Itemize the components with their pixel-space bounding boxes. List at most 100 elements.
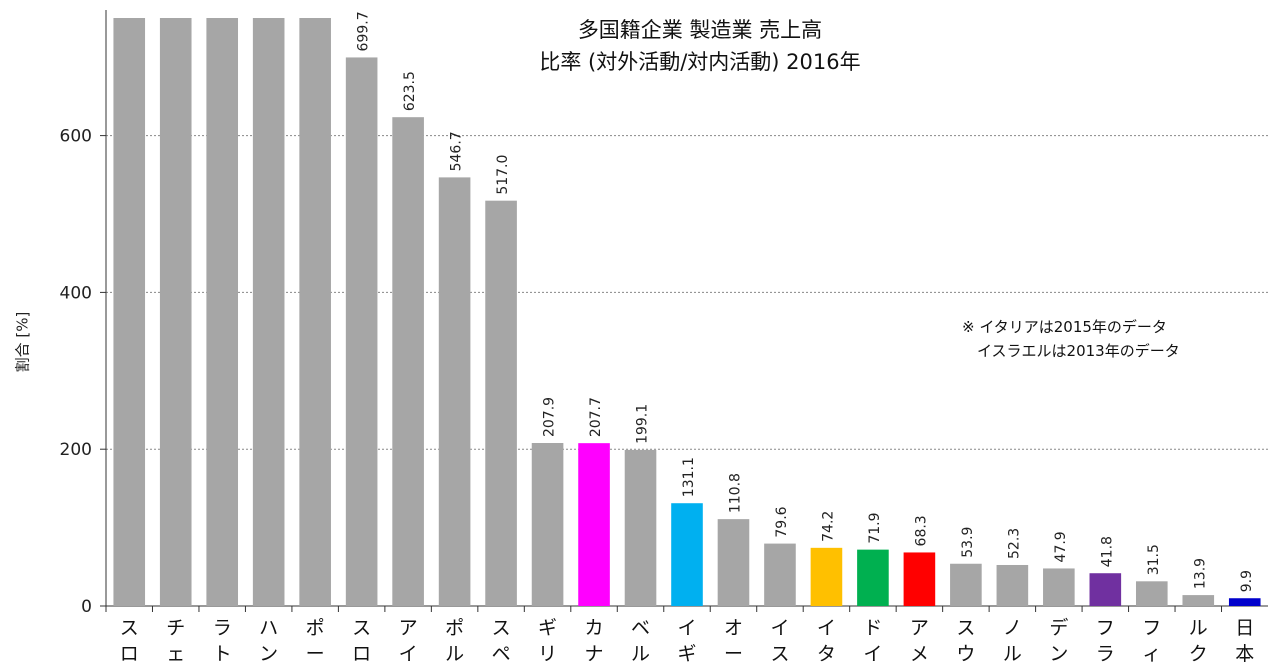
x-tick-label: ア <box>910 617 929 639</box>
bar <box>857 549 889 606</box>
x-tick-label: ナ <box>585 643 604 665</box>
x-tick-label: ラ <box>213 617 232 639</box>
x-tick-label: デ <box>1049 617 1068 639</box>
x-tick-label: イ <box>399 643 418 665</box>
x-tick-label: カ <box>585 617 604 639</box>
x-tick-label: 本 <box>1235 643 1254 665</box>
bar <box>1135 581 1168 606</box>
x-tick-label: イ <box>770 617 789 639</box>
data-label: 31.5 <box>1146 544 1162 575</box>
y-axis-label: 割合 [%] <box>13 311 32 373</box>
bar <box>159 18 192 606</box>
x-tick-label: イ <box>817 617 836 639</box>
bar <box>438 177 471 606</box>
x-tick-label: ド <box>863 617 882 639</box>
x-tick-label: ル <box>631 643 650 665</box>
data-label: 110.8 <box>727 473 743 513</box>
x-tick-label: ロ <box>120 643 139 665</box>
x-tick-label: ス <box>956 617 975 639</box>
x-tick-label: ル <box>445 643 464 665</box>
x-tick-label: ベ <box>631 617 650 639</box>
bar <box>206 18 239 606</box>
x-tick-label: ロ <box>352 643 371 665</box>
x-tick-label: ハ <box>259 617 278 639</box>
x-tick-label: ス <box>120 617 139 639</box>
x-tick-label: ポ <box>306 617 325 639</box>
x-tick-label: ク <box>1189 643 1208 665</box>
bar <box>485 200 517 606</box>
x-tick-label: イ <box>677 617 696 639</box>
note-line-1: ※ イタリアは2015年のデータ <box>962 318 1167 336</box>
data-label: 699.7 <box>356 11 372 51</box>
data-label: 9.9 <box>1239 570 1255 592</box>
chart-title: 多国籍企業 製造業 売上高 <box>577 18 823 42</box>
bar <box>252 18 285 606</box>
data-label: 13.9 <box>1192 558 1208 589</box>
data-label: 53.9 <box>960 527 976 558</box>
data-label: 79.6 <box>774 506 790 537</box>
note-line-2: イスラエルは2013年のデータ <box>962 342 1180 360</box>
data-label: 199.1 <box>635 404 651 444</box>
y-tick-label: 0 <box>81 597 92 617</box>
bar <box>671 503 703 606</box>
bar <box>950 563 982 606</box>
x-tick-label: ペ <box>492 643 511 665</box>
bar <box>903 552 936 606</box>
bar <box>1043 568 1075 606</box>
bar <box>1089 573 1122 606</box>
bar <box>113 18 146 606</box>
x-tick-label: ー <box>724 643 743 665</box>
x-tick-label: ト <box>213 643 232 665</box>
bar <box>810 547 843 606</box>
x-tick-label: ノ <box>1003 617 1022 639</box>
x-tick-label: ギ <box>677 643 696 665</box>
y-tick-label: 400 <box>60 283 92 303</box>
y-tick-label: 600 <box>60 127 92 147</box>
data-label: 71.9 <box>867 512 883 543</box>
data-label: 623.5 <box>402 71 418 111</box>
bar <box>717 519 750 606</box>
bar <box>578 443 610 606</box>
x-tick-label: ィ <box>1142 643 1161 665</box>
x-tick-label: フ <box>1096 617 1115 639</box>
bar <box>764 543 796 606</box>
x-tick-label: ル <box>1003 643 1022 665</box>
chart-subtitle: 比率 (対外活動/対内活動) 2016年 <box>539 50 861 74</box>
x-tick-label: ス <box>352 617 371 639</box>
x-tick-label: ギ <box>538 617 557 639</box>
x-tick-label: リ <box>538 643 557 665</box>
x-tick-label: ス <box>492 617 511 639</box>
bar <box>996 564 1029 606</box>
data-label: 517.0 <box>495 155 511 195</box>
bar <box>345 57 378 607</box>
x-tick-label: チ <box>166 617 185 639</box>
x-tick-label: ラ <box>1096 643 1115 665</box>
data-label: 207.9 <box>542 397 558 437</box>
bar <box>299 18 331 606</box>
x-tick-label: ウ <box>956 643 975 665</box>
x-tick-label: ア <box>399 617 418 639</box>
data-label: 68.3 <box>913 515 929 546</box>
data-label: 207.7 <box>588 397 604 437</box>
x-tick-label: メ <box>910 643 929 665</box>
x-tick-label: ン <box>1049 643 1068 665</box>
y-tick-label: 200 <box>60 440 92 460</box>
x-tick-label: ー <box>306 643 325 665</box>
data-label: 131.1 <box>681 457 697 497</box>
x-tick-label: タ <box>817 643 836 665</box>
x-tick-label: ン <box>259 643 278 665</box>
x-tick-label: フ <box>1142 617 1161 639</box>
data-label: 41.8 <box>1099 536 1115 567</box>
x-tick-label: イ <box>863 643 882 665</box>
x-tick-label: ル <box>1189 617 1208 639</box>
x-tick-label: ス <box>770 643 789 665</box>
bar <box>624 449 657 606</box>
bar <box>392 117 424 607</box>
bar <box>1228 598 1261 606</box>
bar <box>531 443 564 606</box>
data-label: 47.9 <box>1053 531 1069 562</box>
bar <box>1182 595 1215 606</box>
data-label: 52.3 <box>1006 528 1022 559</box>
x-tick-label: 日 <box>1235 617 1254 639</box>
